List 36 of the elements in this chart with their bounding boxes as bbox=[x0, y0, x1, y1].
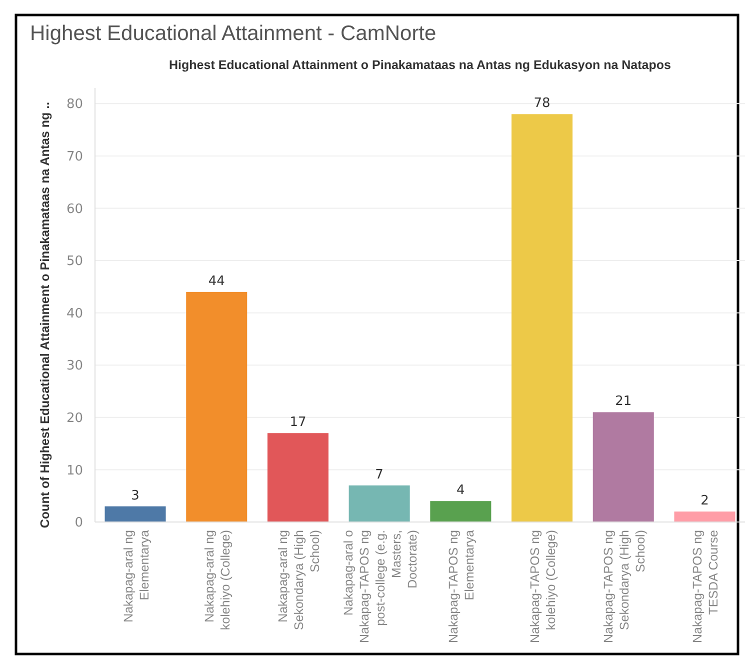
x-tick-label: Nakapag-TAPOS ng TESDA Course bbox=[690, 530, 721, 644]
data-label: 7 bbox=[375, 467, 384, 482]
bar bbox=[104, 506, 166, 522]
data-label: 44 bbox=[208, 274, 225, 289]
y-tick-label: 30 bbox=[66, 358, 83, 374]
data-label: 2 bbox=[700, 494, 709, 509]
data-label: 21 bbox=[615, 394, 632, 410]
bar bbox=[674, 512, 736, 522]
y-tick-label: 0 bbox=[74, 516, 83, 531]
bar bbox=[267, 433, 328, 522]
bar bbox=[592, 412, 654, 522]
x-tick-label: Nakapag-aral o Nakapag-TAPOS ng post-college (e.g. Masters, Doctorate) bbox=[341, 530, 420, 644]
y-axis-title: Count of Highest Educational Attainment o Pinakamataas na Antas ng .. bbox=[38, 102, 52, 528]
x-tick-label: Nakapag-TAPOS ng Elementarya bbox=[446, 530, 477, 644]
y-tick-label: 70 bbox=[66, 150, 83, 165]
chart-subtitle: Highest Educational Attainment o Pinakamataas na Antas ng Edukasyon na Natapos bbox=[169, 58, 672, 72]
y-tick-label: 20 bbox=[66, 410, 83, 426]
x-tick-label: Nakapag-TAPOS ng kolehiyo (College) bbox=[528, 530, 558, 644]
bar bbox=[186, 292, 248, 522]
bar bbox=[512, 114, 573, 522]
x-tick-label: Nakapag-aral ng kolehiyo (College) bbox=[202, 530, 233, 630]
y-tick-label: 80 bbox=[66, 97, 83, 112]
y-tick-label: 10 bbox=[66, 463, 83, 478]
data-label: 3 bbox=[131, 488, 140, 504]
bar bbox=[348, 485, 410, 522]
data-label: 17 bbox=[290, 415, 306, 430]
y-tick-label: 40 bbox=[66, 306, 83, 322]
chart-title: Highest Educational Attainment - CamNorte bbox=[30, 22, 436, 45]
x-tick-label: Nakapag-aral ng Elementarya bbox=[121, 530, 152, 622]
data-label: 4 bbox=[456, 483, 465, 498]
data-label: 78 bbox=[534, 96, 550, 112]
y-tick-label: 50 bbox=[66, 254, 83, 270]
x-tick-label: Nakapag-TAPOS ng Sekondarya (High School) bbox=[601, 530, 648, 644]
x-tick-label: Nakapag-aral ng Sekondarya (High School) bbox=[276, 530, 322, 630]
y-tick-label: 60 bbox=[66, 202, 83, 217]
bar bbox=[430, 501, 492, 522]
